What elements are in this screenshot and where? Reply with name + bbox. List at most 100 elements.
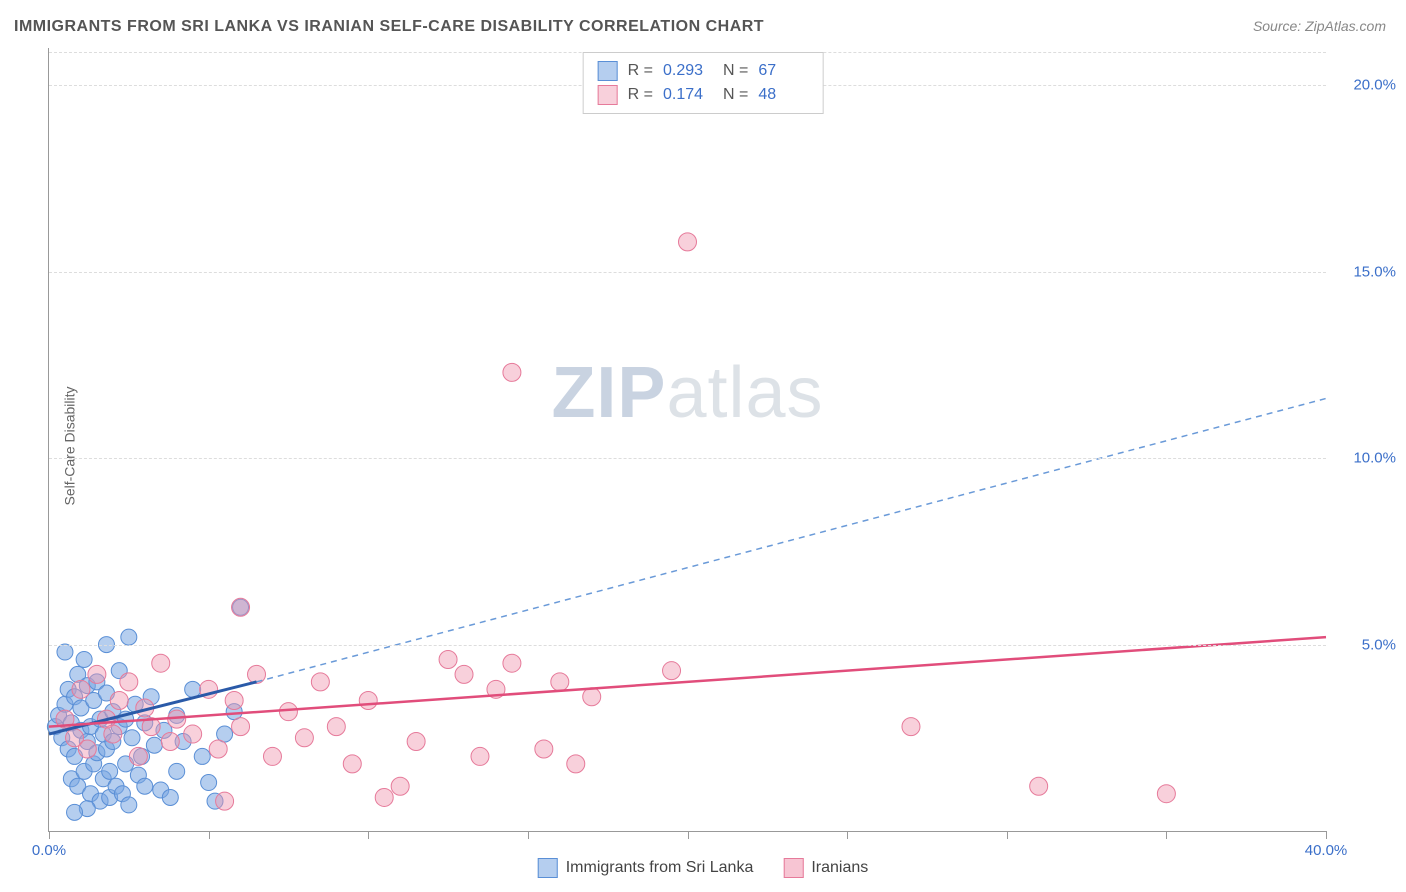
x-tick: [1007, 831, 1008, 839]
legend-r-label: R =: [628, 86, 653, 104]
data-point: [471, 747, 489, 765]
x-tick: [528, 831, 529, 839]
data-point: [67, 804, 83, 820]
data-point: [225, 692, 243, 710]
data-point: [152, 654, 170, 672]
legend-n-value: 67: [758, 62, 808, 80]
data-point: [567, 755, 585, 773]
data-point: [295, 729, 313, 747]
data-point: [162, 789, 178, 805]
data-point: [455, 665, 473, 683]
source-prefix: Source:: [1253, 18, 1305, 34]
series-legend: Immigrants from Sri Lanka Iranians: [538, 858, 869, 878]
legend-item: Iranians: [783, 858, 868, 878]
correlation-legend: R = 0.293 N = 67 R = 0.174 N = 48: [583, 52, 824, 114]
x-tick-label: 40.0%: [1305, 842, 1348, 859]
legend-item: Immigrants from Sri Lanka: [538, 858, 754, 878]
source-attribution: Source: ZipAtlas.com: [1253, 18, 1386, 34]
data-point: [76, 651, 92, 667]
data-point: [248, 665, 266, 683]
legend-swatch: [598, 61, 618, 81]
gridline: [49, 645, 1326, 646]
chart-plot-area: ZIPatlas 5.0%10.0%15.0%20.0%0.0%40.0%: [48, 48, 1326, 832]
y-tick-label: 15.0%: [1336, 263, 1396, 280]
source-name: ZipAtlas.com: [1305, 18, 1386, 34]
x-tick: [368, 831, 369, 839]
data-point: [439, 650, 457, 668]
y-tick-label: 5.0%: [1336, 636, 1396, 653]
data-point: [146, 737, 162, 753]
x-tick: [1166, 831, 1167, 839]
data-point: [161, 733, 179, 751]
data-point: [104, 725, 122, 743]
scatter-svg: [49, 48, 1326, 831]
data-point: [232, 718, 250, 736]
legend-label: Iranians: [811, 859, 868, 877]
data-point: [407, 733, 425, 751]
trend-line: [257, 398, 1326, 681]
gridline: [49, 272, 1326, 273]
gridline: [49, 458, 1326, 459]
x-tick: [847, 831, 848, 839]
legend-label: Immigrants from Sri Lanka: [566, 859, 754, 877]
x-tick: [49, 831, 50, 839]
data-point: [216, 792, 234, 810]
legend-swatch: [538, 858, 558, 878]
data-point: [78, 740, 96, 758]
data-point: [1030, 777, 1048, 795]
data-point: [902, 718, 920, 736]
data-point: [343, 755, 361, 773]
data-point: [137, 778, 153, 794]
data-point: [121, 629, 137, 645]
data-point: [201, 775, 217, 791]
data-point: [129, 747, 147, 765]
data-point: [184, 725, 202, 743]
data-point: [102, 763, 118, 779]
y-tick-label: 10.0%: [1336, 450, 1396, 467]
data-point: [124, 730, 140, 746]
trend-line: [49, 637, 1326, 726]
legend-r-value: 0.293: [663, 62, 713, 80]
legend-n-value: 48: [758, 86, 808, 104]
data-point: [232, 598, 250, 616]
x-tick: [1326, 831, 1327, 839]
data-point: [88, 665, 106, 683]
data-point: [583, 688, 601, 706]
data-point: [121, 797, 137, 813]
data-point: [503, 654, 521, 672]
data-point: [1157, 785, 1175, 803]
data-point: [185, 681, 201, 697]
data-point: [391, 777, 409, 795]
data-point: [194, 748, 210, 764]
data-point: [57, 644, 73, 660]
legend-row: R = 0.174 N = 48: [598, 83, 809, 107]
data-point: [209, 740, 227, 758]
data-point: [535, 740, 553, 758]
data-point: [263, 747, 281, 765]
legend-n-label: N =: [723, 86, 748, 104]
legend-swatch: [598, 85, 618, 105]
data-point: [169, 763, 185, 779]
data-point: [120, 673, 138, 691]
x-tick: [209, 831, 210, 839]
x-tick-label: 0.0%: [32, 842, 66, 859]
data-point: [679, 233, 697, 251]
x-tick: [688, 831, 689, 839]
legend-n-label: N =: [723, 62, 748, 80]
data-point: [375, 788, 393, 806]
data-point: [359, 692, 377, 710]
legend-r-label: R =: [628, 62, 653, 80]
data-point: [503, 363, 521, 381]
data-point: [110, 692, 128, 710]
legend-row: R = 0.293 N = 67: [598, 59, 809, 83]
legend-r-value: 0.174: [663, 86, 713, 104]
chart-title: IMMIGRANTS FROM SRI LANKA VS IRANIAN SEL…: [14, 18, 764, 36]
data-point: [663, 662, 681, 680]
y-tick-label: 20.0%: [1336, 77, 1396, 94]
data-point: [72, 680, 90, 698]
data-point: [327, 718, 345, 736]
data-point: [551, 673, 569, 691]
data-point: [311, 673, 329, 691]
legend-swatch: [783, 858, 803, 878]
data-point: [279, 703, 297, 721]
